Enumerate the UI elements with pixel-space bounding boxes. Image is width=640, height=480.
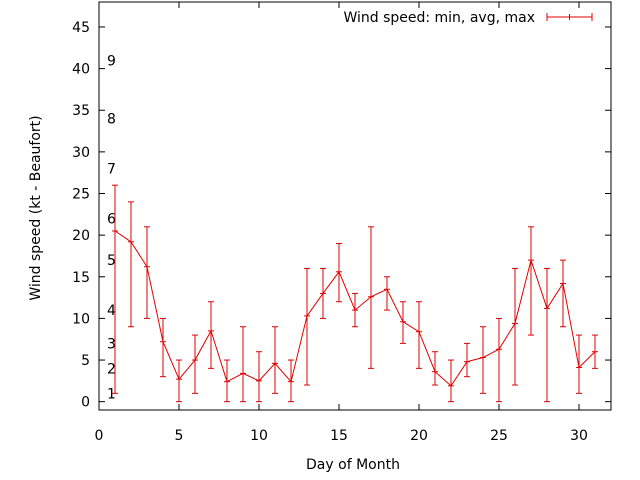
data-point (192, 357, 198, 364)
data-point (304, 312, 310, 319)
error-bar (576, 334, 582, 394)
y-tick-label: 0 (81, 395, 90, 411)
error-bar (496, 317, 502, 403)
data-point (352, 307, 358, 314)
y-tick-label: 15 (72, 270, 90, 286)
data-point (368, 293, 374, 300)
data-point (160, 338, 166, 345)
data-point (144, 263, 150, 270)
error-bar (240, 326, 246, 403)
data-point (112, 227, 118, 234)
error-bar (272, 326, 278, 394)
data-point (544, 305, 550, 312)
data-point (336, 268, 342, 275)
data-point (480, 354, 486, 361)
error-bar (560, 259, 566, 328)
data-point (288, 378, 294, 385)
legend: Wind speed: min, avg, max (343, 10, 593, 26)
data-point (496, 346, 502, 353)
data-point (448, 382, 454, 389)
beaufort-label: 5 (107, 253, 116, 269)
error-bar (528, 226, 534, 336)
error-bar (448, 359, 454, 403)
y-tick-label: 20 (72, 228, 90, 244)
data-point (320, 290, 326, 297)
error-bar (416, 301, 422, 369)
legend-label: Wind speed: min, avg, max (343, 10, 535, 26)
beaufort-label: 1 (107, 386, 116, 402)
error-bar (512, 267, 518, 386)
beaufort-label: 8 (107, 112, 116, 128)
beaufort-label: 7 (107, 162, 116, 178)
x-tick-label: 5 (175, 428, 184, 444)
data-point (240, 370, 246, 377)
error-bar (192, 334, 198, 394)
data-point (224, 378, 230, 385)
x-axis-label: Day of Month (306, 457, 400, 473)
y-tick-label: 30 (72, 145, 90, 161)
y-tick-label: 40 (72, 62, 90, 78)
series-line-group (112, 227, 598, 389)
data-point (128, 238, 134, 245)
x-tick-label: 20 (410, 428, 428, 444)
data-point (416, 328, 422, 335)
error-bar (304, 267, 310, 386)
error-bar (432, 351, 438, 386)
beaufort-label: 2 (107, 361, 116, 377)
beaufort-label: 9 (107, 53, 116, 69)
y-tick-label: 35 (72, 103, 90, 119)
error-bar (112, 184, 118, 394)
x-tick-label: 10 (250, 428, 268, 444)
data-point (528, 257, 534, 264)
error-bar (384, 276, 390, 311)
data-point (464, 358, 470, 365)
beaufort-label: 3 (107, 336, 116, 352)
data-point (400, 318, 406, 325)
error-bar (256, 351, 262, 403)
data-point (384, 286, 390, 293)
x-axis-ticks: 0 5 10 15 20 25 30 (95, 2, 588, 444)
data-point (208, 327, 214, 334)
data-point (256, 377, 262, 384)
legend-sample-errorbar (546, 13, 593, 21)
error-bar (208, 301, 214, 369)
error-bar (144, 226, 150, 319)
plot-frame (98, 1, 612, 411)
data-point (272, 360, 278, 367)
x-tick-label: 25 (490, 428, 508, 444)
data-point (576, 364, 582, 371)
y-tick-label: 45 (72, 20, 90, 36)
y-tick-label: 10 (72, 311, 90, 327)
x-tick-label: 30 (570, 428, 588, 444)
error-bar (128, 201, 134, 328)
y-tick-label: 25 (72, 187, 90, 203)
y-tick-label: 5 (81, 353, 90, 369)
beaufort-label: 6 (107, 211, 116, 227)
error-bars (112, 184, 598, 403)
data-point (432, 368, 438, 375)
data-point (512, 320, 518, 327)
data-point (560, 280, 566, 287)
beaufort-scale-labels: 1 2 3 4 5 6 7 8 9 (107, 53, 116, 402)
data-point (592, 348, 598, 355)
x-tick-label: 15 (330, 428, 348, 444)
data-point (176, 376, 182, 383)
error-bar (544, 267, 550, 403)
error-bar (160, 317, 166, 378)
x-tick-label: 0 (95, 428, 104, 444)
y-axis-label: Wind speed (kt - Beaufort) (28, 115, 44, 300)
beaufort-label: 4 (107, 303, 116, 319)
